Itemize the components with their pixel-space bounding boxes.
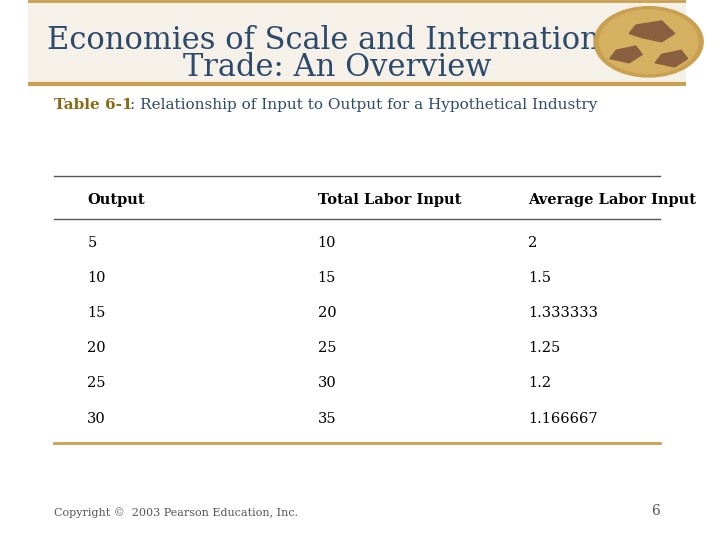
Text: Table 6-1: Table 6-1 — [55, 98, 133, 112]
Text: 20: 20 — [318, 306, 336, 320]
Polygon shape — [629, 21, 675, 42]
Polygon shape — [655, 50, 688, 67]
Text: Average Labor Input: Average Labor Input — [528, 193, 696, 207]
Text: 15: 15 — [87, 306, 106, 320]
Text: 15: 15 — [318, 271, 336, 285]
Text: Economies of Scale and International: Economies of Scale and International — [47, 25, 628, 56]
Text: 6: 6 — [651, 504, 660, 518]
Text: 30: 30 — [318, 376, 336, 390]
Text: 2: 2 — [528, 236, 537, 250]
Text: 30: 30 — [87, 411, 106, 426]
Text: 10: 10 — [318, 236, 336, 250]
Text: 1.333333: 1.333333 — [528, 306, 598, 320]
Text: Trade: An Overview: Trade: An Overview — [183, 52, 492, 83]
Text: 25: 25 — [87, 376, 106, 390]
Text: Output: Output — [87, 193, 145, 207]
Polygon shape — [610, 46, 642, 63]
Circle shape — [594, 6, 703, 77]
Text: : Relationship of Input to Output for a Hypothetical Industry: : Relationship of Input to Output for a … — [130, 98, 598, 112]
Text: 1.2: 1.2 — [528, 376, 551, 390]
Text: 10: 10 — [87, 271, 106, 285]
Text: 5: 5 — [87, 236, 96, 250]
Text: 1.5: 1.5 — [528, 271, 551, 285]
Text: Total Labor Input: Total Labor Input — [318, 193, 461, 207]
Text: 35: 35 — [318, 411, 336, 426]
Text: 1.25: 1.25 — [528, 341, 560, 355]
Text: 1.166667: 1.166667 — [528, 411, 598, 426]
Circle shape — [600, 10, 698, 73]
FancyBboxPatch shape — [28, 0, 686, 84]
Text: Copyright ©  2003 Pearson Education, Inc.: Copyright © 2003 Pearson Education, Inc. — [55, 508, 299, 518]
Text: 20: 20 — [87, 341, 106, 355]
Text: 25: 25 — [318, 341, 336, 355]
